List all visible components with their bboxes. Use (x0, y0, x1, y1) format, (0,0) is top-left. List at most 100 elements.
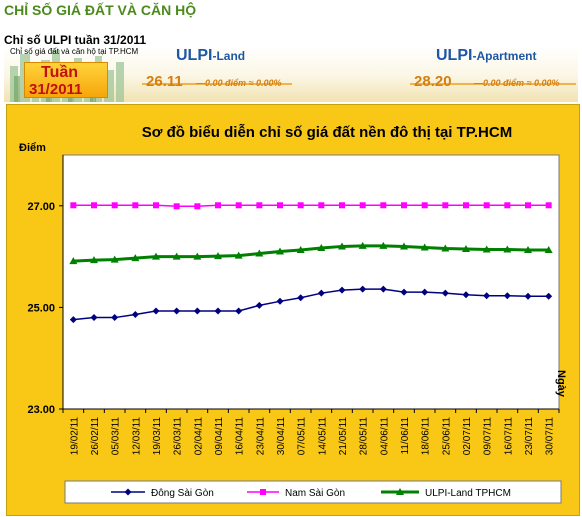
ulpi-apartment-label-suffix: -Apartment (472, 49, 537, 63)
series-line-3 (73, 244, 549, 263)
ulpi-land-change: —0.00 điểm ≈ 0.00% (196, 78, 282, 88)
week-badge-label: Tuần (41, 64, 79, 81)
series-2-point (194, 203, 201, 210)
x-tick-label: 25/06/11 (441, 417, 452, 456)
series-1-point (193, 307, 201, 315)
series-2-point (173, 203, 180, 210)
x-tick-label: 26/02/11 (90, 417, 101, 456)
series-3-point (462, 244, 470, 252)
x-axis-title: Ngày (555, 370, 567, 398)
series-3-point (296, 245, 305, 253)
week-badge-number: 31/2011 (29, 81, 83, 98)
x-tick-label: 23/04/11 (255, 417, 266, 456)
page-title: CHỈ SỐ GIÁ ĐẤT VÀ CĂN HỘ (4, 2, 197, 18)
y-tick-label: 25.00 (27, 302, 55, 314)
series-2-point (91, 202, 97, 209)
series-2-point (421, 202, 428, 209)
series-3-point (90, 256, 98, 264)
series-3-point (193, 252, 202, 260)
series-3-point (482, 245, 491, 253)
series-2-point (359, 202, 366, 209)
series-3-point (214, 252, 222, 260)
series-1-point (111, 314, 119, 322)
series-1-point (131, 311, 139, 319)
x-tick-label: 30/07/11 (545, 417, 556, 456)
week-badge: Tuần 31/2011 (24, 62, 108, 98)
series-3-point (400, 242, 408, 250)
ulpi-land-label: ULPI-Land (176, 47, 245, 65)
series-3-point (255, 249, 264, 257)
series-1-point (441, 289, 449, 297)
x-tick-label: 07/05/11 (297, 417, 308, 456)
land-price-chart: Sơ đồ biểu diễn chỉ số giá đất nền đô th… (19, 124, 567, 504)
land-divider (142, 83, 292, 85)
series-line-2 (73, 204, 549, 208)
series-1-point (173, 307, 181, 315)
series-2-point (111, 202, 118, 209)
ulpi-apartment-label: ULPI-Apartment (436, 47, 536, 65)
x-tick-label: 18/06/11 (421, 417, 432, 456)
series-2-point (483, 202, 490, 209)
series-2-point (442, 202, 449, 209)
series-1-point (276, 297, 284, 305)
series-3-point (544, 245, 553, 253)
series-2-point (318, 202, 325, 209)
x-tick-label: 09/04/11 (214, 417, 225, 456)
x-tick-label: 30/04/11 (276, 417, 287, 456)
series-3-point (69, 257, 78, 265)
ulpi-apartment-change: —0.00 điểm ≈ 0.00% (474, 78, 560, 88)
series-3-point (358, 241, 367, 249)
series-1-point (297, 294, 305, 302)
x-tick-label: 19/02/11 (69, 417, 80, 456)
apartment-divider (410, 83, 576, 85)
chart-title: Sơ đồ biểu diễn chỉ số giá đất nền đô th… (142, 124, 512, 141)
series-2-point (70, 202, 77, 209)
ulpi-apartment-label-main: ULPI (436, 47, 473, 64)
series-1-point (524, 292, 532, 300)
legend-marker-3 (396, 488, 404, 495)
series-3-point (172, 252, 181, 260)
series-layer (69, 202, 553, 324)
y-axis-title: Điểm (19, 142, 46, 154)
x-tick-label: 02/07/11 (462, 417, 473, 456)
series-2-point (235, 202, 242, 209)
series-3-point (234, 251, 243, 259)
series-3-point (276, 247, 284, 255)
series-2-point (339, 202, 345, 209)
plot-area (62, 154, 560, 410)
legend-marker-1 (124, 488, 132, 496)
series-3-point (524, 245, 532, 253)
x-tick-label: 19/03/11 (152, 417, 163, 456)
series-2-point (215, 202, 221, 209)
series-2-point (153, 202, 159, 209)
series-1-point (214, 307, 222, 315)
x-tick-label: 26/03/11 (173, 417, 184, 456)
x-tick-label: 21/05/11 (338, 417, 349, 456)
series-2-point (297, 202, 304, 209)
x-tick-label: 04/06/11 (379, 417, 390, 456)
x-tick-label: 16/04/11 (235, 417, 246, 456)
legend-label-1: Đông Sài Gòn (151, 488, 214, 499)
legend-marker-2 (260, 489, 266, 495)
series-2-point (463, 202, 469, 209)
legend: Đông Sài Gòn Nam Sài Gòn ULPI-Land TPHCM (111, 488, 511, 499)
series-3-point (338, 242, 346, 250)
series-1-point (338, 286, 346, 294)
x-tick-label: 11/06/11 (400, 417, 411, 455)
series-2-point (132, 202, 139, 209)
series-1-point (400, 288, 408, 296)
x-tick-label: 09/07/11 (483, 417, 494, 456)
x-tick-label: 02/04/11 (193, 417, 204, 456)
series-2-point (380, 202, 387, 209)
series-3-point (503, 245, 512, 253)
series-3-point (110, 255, 119, 263)
x-tick-label: 14/05/11 (317, 417, 328, 456)
y-tick-label: 27.00 (27, 201, 55, 213)
x-tick-label: 28/05/11 (359, 417, 370, 456)
x-tick-label: 05/03/11 (111, 417, 122, 456)
legend-box (64, 480, 562, 504)
x-tick-label: 16/07/11 (503, 417, 514, 456)
series-2-point (504, 202, 511, 209)
series-line-1 (73, 288, 549, 321)
series-1-point (235, 307, 243, 315)
